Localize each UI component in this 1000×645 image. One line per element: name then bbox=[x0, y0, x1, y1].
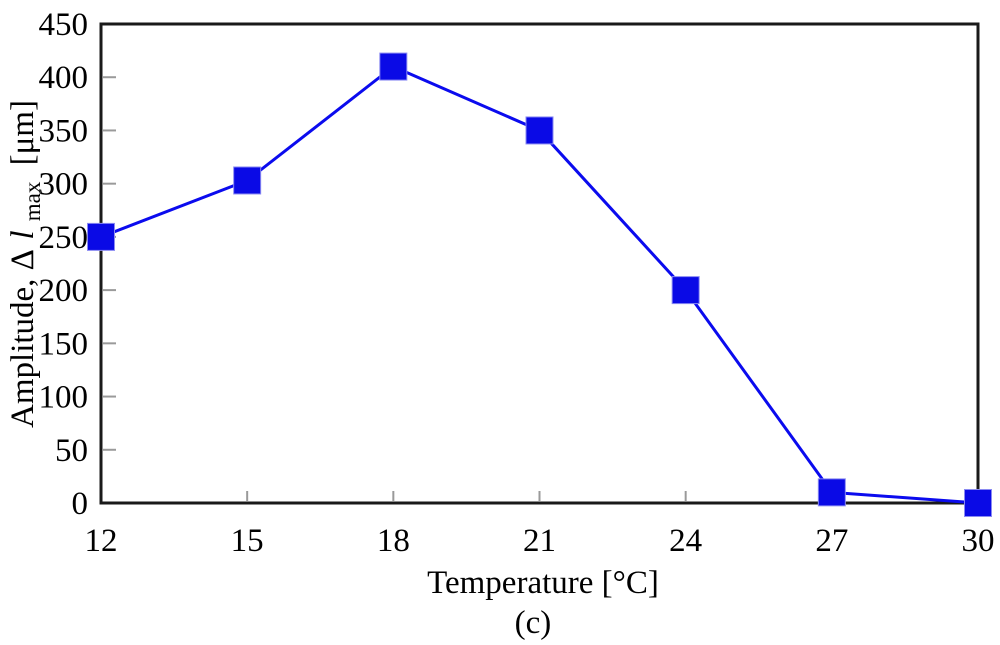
data-point-marker bbox=[817, 478, 846, 507]
data-point-marker bbox=[233, 166, 262, 195]
axis-ticks bbox=[103, 76, 833, 501]
x-tick-label: 15 bbox=[231, 523, 264, 559]
y-tick-label: 300 bbox=[39, 167, 89, 203]
y-tick-label: 50 bbox=[55, 433, 88, 469]
x-axis-label: Temperature [°C] bbox=[427, 565, 659, 601]
data-point-marker bbox=[87, 222, 115, 251]
y-axis-label-prefix: Amplitude, Δ bbox=[5, 250, 41, 428]
x-tick-label: 21 bbox=[523, 523, 556, 559]
y-tick-label: 200 bbox=[39, 273, 89, 309]
y-tick-label: 350 bbox=[39, 113, 89, 149]
data-point-marker bbox=[671, 276, 700, 305]
x-tick-label: 30 bbox=[962, 523, 995, 559]
y-axis-label-units: [μm] bbox=[5, 100, 41, 165]
x-tick-label: 24 bbox=[669, 523, 702, 559]
y-axis-label-variable: l bbox=[5, 230, 41, 239]
y-tick-label: 400 bbox=[39, 60, 89, 96]
y-axis-label: Amplitude, Δ l max [μm] bbox=[5, 100, 48, 428]
data-series bbox=[87, 52, 992, 517]
tick-labels: 0 50 100 150 200 250 300 350 400 450 12 15 18 21 24 27 3… bbox=[39, 7, 995, 559]
x-tick-label: 18 bbox=[377, 523, 410, 559]
x-tick-label: 12 bbox=[85, 523, 118, 559]
plot-box bbox=[99, 22, 980, 505]
y-tick-label: 100 bbox=[39, 380, 89, 416]
y-tick-label: 250 bbox=[39, 220, 89, 256]
y-tick-label: 150 bbox=[39, 326, 89, 362]
data-point-marker bbox=[379, 52, 408, 81]
x-tick-label: 27 bbox=[815, 523, 848, 559]
y-axis-label-subscript: max bbox=[20, 181, 45, 221]
data-point-marker bbox=[964, 489, 992, 517]
data-point-marker bbox=[525, 116, 554, 145]
y-tick-label: 450 bbox=[39, 7, 89, 43]
y-tick-label: 0 bbox=[72, 486, 89, 522]
figure-caption: (c) bbox=[515, 605, 552, 641]
plot-border bbox=[99, 22, 980, 505]
